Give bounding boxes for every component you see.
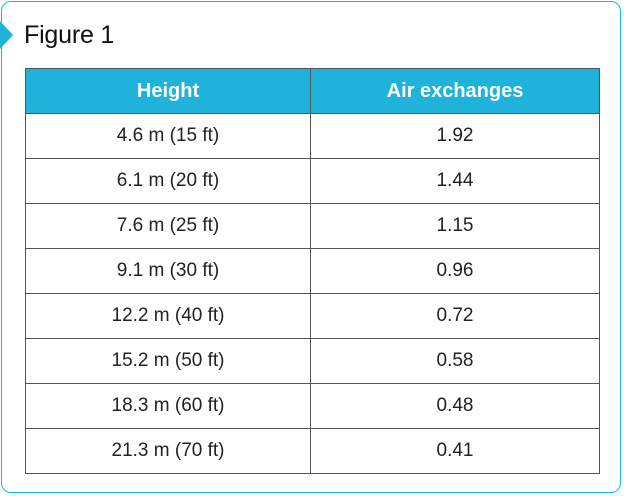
data-table: Height Air exchanges 4.6 m (15 ft) 1.92 …	[25, 68, 600, 474]
air-exchanges-cell: 1.44	[310, 158, 600, 204]
table-row: 15.2 m (50 ft) 0.58	[25, 338, 600, 384]
air-exchanges-cell: 1.15	[310, 203, 600, 249]
air-exchanges-cell: 0.41	[310, 428, 600, 474]
air-exchanges-cell: 0.96	[310, 248, 600, 294]
air-exchanges-cell: 1.92	[310, 113, 600, 159]
table-row: 18.3 m (60 ft) 0.48	[25, 383, 600, 429]
height-cell: 4.6 m (15 ft)	[25, 113, 311, 159]
table-header-row: Height Air exchanges	[25, 68, 600, 114]
table-row: 4.6 m (15 ft) 1.92	[25, 113, 600, 159]
table-row: 21.3 m (70 ft) 0.41	[25, 428, 600, 474]
height-cell: 7.6 m (25 ft)	[25, 203, 311, 249]
height-cell: 6.1 m (20 ft)	[25, 158, 311, 204]
air-exchanges-cell: 0.72	[310, 293, 600, 339]
height-cell: 9.1 m (30 ft)	[25, 248, 311, 294]
table-row: 6.1 m (20 ft) 1.44	[25, 158, 600, 204]
air-exchanges-cell: 0.48	[310, 383, 600, 429]
height-cell: 18.3 m (60 ft)	[25, 383, 311, 429]
column-header-height: Height	[25, 68, 311, 114]
table-row: 9.1 m (30 ft) 0.96	[25, 248, 600, 294]
air-exchanges-cell: 0.58	[310, 338, 600, 384]
column-header-air-exchanges: Air exchanges	[310, 68, 600, 114]
table-row: 7.6 m (25 ft) 1.15	[25, 203, 600, 249]
triangle-marker-icon	[0, 21, 13, 49]
height-cell: 12.2 m (40 ft)	[25, 293, 311, 339]
table-row: 12.2 m (40 ft) 0.72	[25, 293, 600, 339]
figure-title: Figure 1	[24, 21, 115, 49]
height-cell: 21.3 m (70 ft)	[25, 428, 311, 474]
height-cell: 15.2 m (50 ft)	[25, 338, 311, 384]
